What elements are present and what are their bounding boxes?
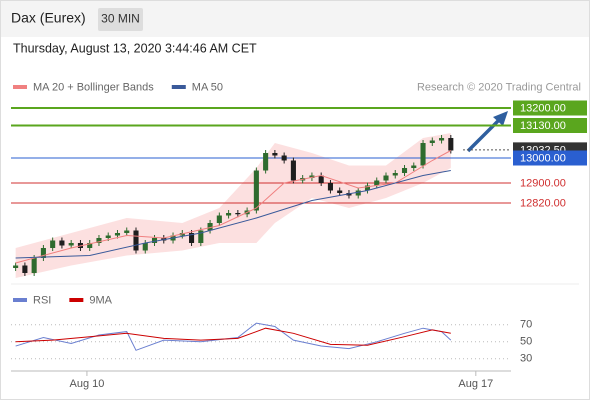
candle-body [198,230,204,243]
candle-body [290,160,296,181]
candle-body [235,213,241,215]
legend-swatch [13,298,27,302]
y-tick-label: 50 [520,336,532,348]
candle-body [401,168,408,173]
x-tick-label: Aug 17 [458,378,493,390]
candle-body [309,175,315,178]
candle-body [448,138,454,151]
candle-body [13,265,19,268]
candle-body [337,190,343,193]
legend-label: 9MA [89,294,112,306]
candle-body [142,243,148,251]
timeframe-button[interactable] [98,8,143,31]
legend-label: MA 20 + Bollinger Bands [33,81,154,93]
candle-body [392,173,398,176]
candle-body [207,223,213,231]
x-tick-label: Aug 10 [69,378,104,390]
level-box [513,150,587,166]
candle-body [105,235,111,238]
ma-line [15,150,452,264]
candle-body [114,233,121,236]
bollinger-band [15,133,451,278]
trend-arrow-head [493,111,508,126]
instrument-title: Dax (Eurex) [11,10,86,26]
level-label: 13000.00 [520,152,566,164]
candle-body [226,213,232,216]
y-tick-label: 70 [520,319,532,331]
candle-body [151,238,158,243]
candle-body [281,155,287,161]
level-box [513,118,587,133]
ma-line [15,170,451,259]
y-tick-label: 30 [520,353,532,365]
candle-body [216,215,222,223]
header-bar [1,1,589,37]
candle-body [133,230,139,251]
candle-body [124,230,130,233]
candle-body [383,175,389,181]
legend-label: MA 50 [192,81,223,93]
attribution: Research © 2020 Trading Central [417,81,581,93]
level-label: 12900.00 [520,177,566,189]
candle-body [364,185,371,191]
candle-body [374,180,380,186]
legend-swatch [171,85,186,89]
candle-body [318,175,324,183]
candle-body [40,248,46,258]
candle-body [420,143,426,166]
timestamp: Thursday, August 13, 2020 3:44:46 AM CET [13,41,257,55]
legend-label: RSI [33,294,51,306]
legend-swatch [13,85,27,89]
candle-body [50,240,56,248]
trend-arrow [466,116,503,153]
candle-body [22,265,28,273]
level-label: 13130.00 [520,120,566,132]
candle-body [31,258,37,273]
candle-body [263,153,269,171]
legend-swatch [69,298,84,302]
candle-body [429,140,435,143]
level-box [513,100,587,116]
candle-body [87,243,93,248]
indicator-line [15,327,451,346]
candle-body [439,138,445,141]
level-label: 13200.00 [520,102,566,114]
candle-body [272,153,278,156]
candle-body [253,170,259,211]
candle-body [327,183,333,191]
candle-body [411,165,417,168]
indicator-line [15,322,452,351]
candle-body [68,243,74,246]
candle-body [189,233,195,243]
timeframe[interactable]: 30 MIN [101,12,140,26]
candle-body [96,238,102,243]
candle-body [59,240,65,246]
candle-body [355,190,361,196]
level-label: 12820.00 [520,197,566,209]
